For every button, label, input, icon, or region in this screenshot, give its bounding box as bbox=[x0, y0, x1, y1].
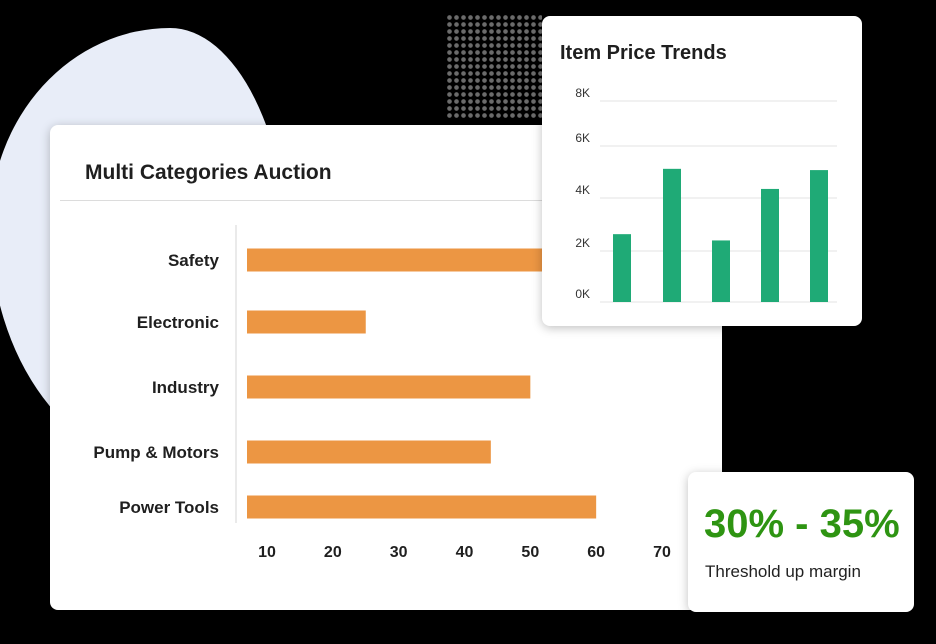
category-label: Pump & Motors bbox=[93, 443, 219, 462]
x-tick-label: 50 bbox=[521, 544, 539, 561]
x-tick-label: 40 bbox=[456, 544, 474, 561]
threshold-range: 30% - 35% bbox=[704, 502, 900, 546]
price-trend-card: Item Price Trends 0K 2K 4K 6K 8K bbox=[542, 16, 862, 326]
y-tick-label: 0K bbox=[575, 287, 590, 301]
price-bar bbox=[663, 168, 681, 302]
auction-bar bbox=[247, 440, 491, 464]
y-tick-label: 4K bbox=[575, 183, 590, 197]
category-label: Safety bbox=[168, 251, 220, 270]
auction-chart-title: Multi Categories Auction bbox=[85, 161, 332, 184]
y-tick-label: 2K bbox=[575, 236, 590, 250]
trend-chart-title: Item Price Trends bbox=[560, 42, 727, 64]
x-tick-label: 10 bbox=[258, 544, 276, 561]
price-bar bbox=[712, 240, 730, 302]
threshold-label: Threshold up margin bbox=[705, 562, 861, 581]
x-tick-label: 30 bbox=[390, 544, 408, 561]
title-divider bbox=[60, 200, 712, 201]
price-bar bbox=[613, 234, 631, 302]
threshold-card: 30% - 35% Threshold up margin bbox=[688, 472, 914, 612]
price-bar bbox=[761, 188, 779, 302]
price-bar bbox=[810, 170, 828, 302]
auction-bar bbox=[247, 248, 564, 272]
category-label: Industry bbox=[152, 378, 220, 397]
auction-bar bbox=[247, 310, 366, 334]
auction-bar bbox=[247, 495, 597, 519]
category-label: Electronic bbox=[137, 313, 219, 332]
auction-bar-chart: Safety Electronic Industry Pump & Motors Pow… bbox=[93, 225, 671, 561]
x-tick-label: 20 bbox=[324, 544, 342, 561]
y-tick-label: 8K bbox=[575, 86, 590, 100]
x-tick-label: 60 bbox=[587, 544, 605, 561]
x-tick-label: 70 bbox=[653, 544, 671, 561]
auction-bar bbox=[247, 375, 531, 399]
dot-pattern bbox=[446, 14, 542, 118]
y-tick-label: 6K bbox=[575, 131, 590, 145]
price-trend-chart: 0K 2K 4K 6K 8K bbox=[575, 86, 837, 303]
category-label: Power Tools bbox=[119, 498, 219, 517]
